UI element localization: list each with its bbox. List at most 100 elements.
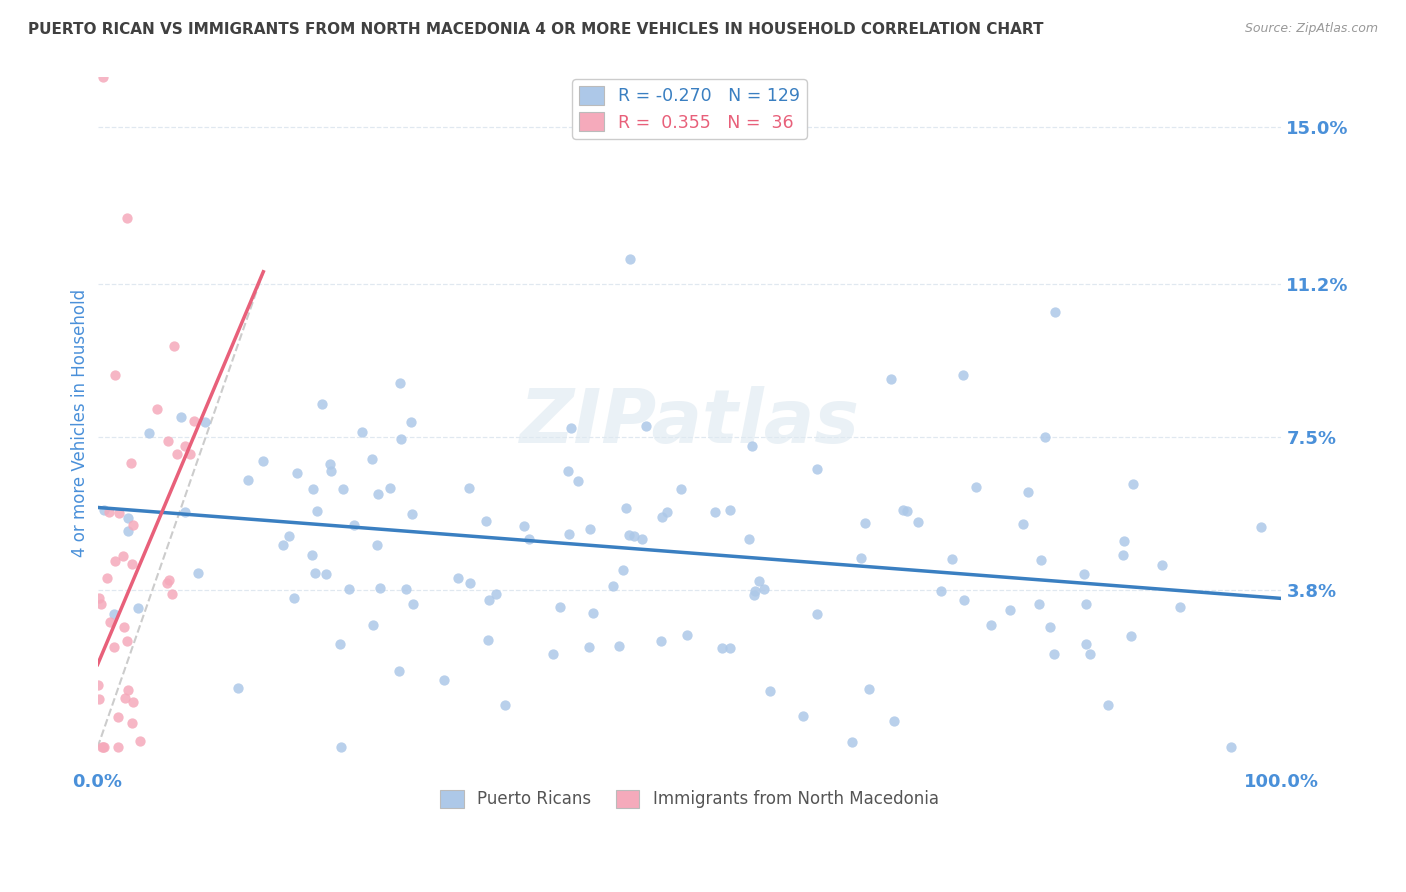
Point xyxy=(112,620,135,634)
Point xyxy=(103,607,125,621)
Point xyxy=(301,548,323,562)
Point xyxy=(305,504,328,518)
Point xyxy=(1111,548,1133,562)
Point xyxy=(1112,533,1135,548)
Point xyxy=(617,528,640,542)
Point xyxy=(114,691,136,706)
Point xyxy=(368,581,391,595)
Point xyxy=(238,473,260,487)
Point xyxy=(541,648,564,662)
Point xyxy=(738,533,761,547)
Point xyxy=(179,447,201,461)
Point xyxy=(156,575,179,590)
Point xyxy=(378,481,401,495)
Point xyxy=(285,467,308,481)
Point xyxy=(329,637,352,651)
Point xyxy=(560,421,582,435)
Text: Source: ZipAtlas.com: Source: ZipAtlas.com xyxy=(1244,22,1378,36)
Point xyxy=(929,584,952,599)
Point xyxy=(402,597,425,611)
Point xyxy=(744,584,766,599)
Point xyxy=(1028,597,1050,611)
Point xyxy=(1073,566,1095,581)
Point xyxy=(742,588,765,602)
Point xyxy=(174,439,197,453)
Point xyxy=(650,633,672,648)
Point xyxy=(891,502,914,516)
Point xyxy=(273,538,295,552)
Point xyxy=(170,409,193,424)
Point xyxy=(548,599,571,614)
Legend: Puerto Ricans, Immigrants from North Macedonia: Puerto Ricans, Immigrants from North Mac… xyxy=(433,783,945,815)
Point xyxy=(121,715,143,730)
Point xyxy=(741,439,763,453)
Point xyxy=(90,740,112,755)
Point xyxy=(806,607,828,621)
Point xyxy=(277,529,299,543)
Point xyxy=(980,617,1002,632)
Point xyxy=(475,514,498,528)
Point xyxy=(104,368,127,383)
Point xyxy=(582,606,605,620)
Point xyxy=(718,641,741,656)
Point xyxy=(163,339,186,353)
Point xyxy=(90,597,112,611)
Point xyxy=(138,426,160,441)
Point xyxy=(619,252,641,267)
Point xyxy=(87,678,110,692)
Point xyxy=(614,500,637,515)
Point xyxy=(1250,520,1272,534)
Point xyxy=(226,681,249,696)
Point xyxy=(108,507,131,521)
Point xyxy=(759,684,782,698)
Point xyxy=(115,211,138,225)
Point xyxy=(343,518,366,533)
Point xyxy=(494,698,516,712)
Point xyxy=(657,505,679,519)
Point xyxy=(896,504,918,518)
Point xyxy=(115,634,138,648)
Point xyxy=(623,529,645,543)
Point xyxy=(806,461,828,475)
Point xyxy=(89,691,111,706)
Point xyxy=(1150,558,1173,572)
Point xyxy=(612,563,634,577)
Point xyxy=(252,454,274,468)
Point xyxy=(792,709,814,723)
Point xyxy=(389,376,412,390)
Point xyxy=(93,740,115,755)
Point xyxy=(858,681,880,696)
Point xyxy=(111,549,134,564)
Point xyxy=(1119,629,1142,643)
Point xyxy=(117,682,139,697)
Point xyxy=(1076,597,1098,611)
Text: ZIPatlas: ZIPatlas xyxy=(519,386,859,459)
Point xyxy=(1039,620,1062,634)
Point xyxy=(183,414,205,428)
Point xyxy=(361,618,384,632)
Point xyxy=(98,505,121,519)
Point xyxy=(485,587,508,601)
Point xyxy=(156,434,179,449)
Point xyxy=(91,740,114,755)
Point xyxy=(98,615,121,630)
Point xyxy=(634,419,657,434)
Point xyxy=(394,582,416,597)
Point xyxy=(952,368,974,382)
Point xyxy=(607,639,630,653)
Point xyxy=(173,505,195,519)
Point xyxy=(998,603,1021,617)
Point xyxy=(748,574,770,588)
Point xyxy=(93,503,115,517)
Point xyxy=(129,734,152,748)
Point xyxy=(301,482,323,496)
Point xyxy=(1012,516,1035,531)
Point xyxy=(311,397,333,411)
Point xyxy=(121,557,143,571)
Text: PUERTO RICAN VS IMMIGRANTS FROM NORTH MACEDONIA 4 OR MORE VEHICLES IN HOUSEHOLD : PUERTO RICAN VS IMMIGRANTS FROM NORTH MA… xyxy=(28,22,1043,37)
Point xyxy=(367,487,389,501)
Point xyxy=(458,575,481,590)
Point xyxy=(631,532,654,546)
Point xyxy=(401,507,423,521)
Point xyxy=(578,640,600,655)
